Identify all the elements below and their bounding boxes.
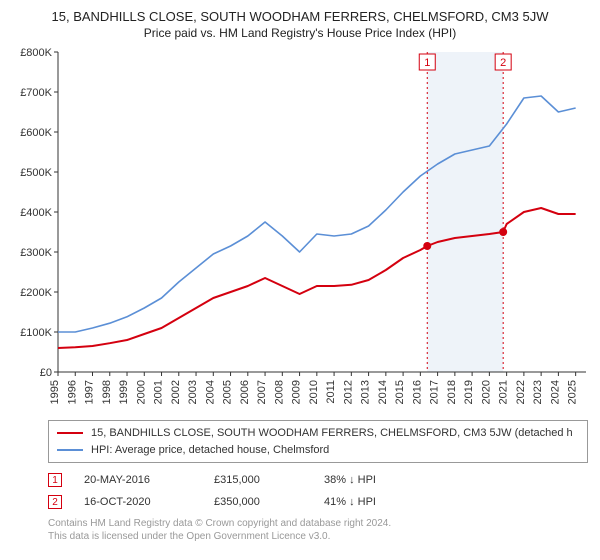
svg-text:2021: 2021 (498, 380, 510, 404)
svg-text:2008: 2008 (273, 380, 285, 404)
svg-text:£200K: £200K (20, 287, 52, 299)
svg-text:1999: 1999 (118, 380, 130, 404)
svg-text:£500K: £500K (20, 167, 52, 179)
event-table: 1 20-MAY-2016 £315,000 38% ↓ HPI 2 16-OC… (48, 469, 590, 513)
svg-text:2002: 2002 (170, 380, 182, 404)
event-marker-2: 2 (48, 495, 62, 509)
legend-swatch-hpi (57, 449, 83, 451)
svg-text:2018: 2018 (446, 380, 458, 404)
svg-text:2022: 2022 (515, 380, 527, 404)
event-price-2: £350,000 (214, 496, 324, 508)
svg-text:2000: 2000 (135, 380, 147, 404)
price-chart: £0 £100K £200K £300K £400K £500K £600K £700K £80… (10, 46, 590, 416)
legend-swatch-property (57, 432, 83, 434)
svg-text:2017: 2017 (429, 380, 441, 404)
svg-text:2015: 2015 (394, 380, 406, 404)
footer-line-1: Contains HM Land Registry data © Crown c… (48, 517, 590, 530)
svg-text:2005: 2005 (222, 380, 234, 404)
svg-text:2012: 2012 (342, 380, 354, 404)
svg-text:1995: 1995 (49, 380, 61, 404)
svg-text:2001: 2001 (153, 380, 165, 404)
event-date-2: 16-OCT-2020 (84, 496, 214, 508)
svg-text:2003: 2003 (187, 380, 199, 404)
svg-text:2006: 2006 (239, 380, 251, 404)
svg-text:2013: 2013 (360, 380, 372, 404)
svg-text:£300K: £300K (20, 247, 52, 259)
svg-text:2004: 2004 (204, 380, 216, 404)
svg-text:2016: 2016 (411, 380, 423, 404)
svg-text:£100K: £100K (20, 327, 52, 339)
svg-text:2: 2 (500, 57, 506, 69)
svg-text:2020: 2020 (480, 380, 492, 404)
svg-text:2024: 2024 (549, 380, 561, 404)
page-title: 15, BANDHILLS CLOSE, SOUTH WOODHAM FERRE… (10, 8, 590, 26)
svg-text:£600K: £600K (20, 127, 52, 139)
legend-row-property: 15, BANDHILLS CLOSE, SOUTH WOODHAM FERRE… (57, 425, 579, 442)
event-row-1: 1 20-MAY-2016 £315,000 38% ↓ HPI (48, 469, 590, 491)
svg-text:1997: 1997 (84, 380, 96, 404)
event-pct-2: 41% ↓ HPI (324, 496, 434, 508)
event-pct-1: 38% ↓ HPI (324, 474, 434, 486)
svg-text:£400K: £400K (20, 207, 52, 219)
svg-text:2010: 2010 (308, 380, 320, 404)
svg-text:1: 1 (424, 57, 430, 69)
svg-text:2025: 2025 (567, 380, 579, 404)
svg-text:£0: £0 (40, 367, 52, 379)
svg-text:2019: 2019 (463, 380, 475, 404)
legend-label-property: 15, BANDHILLS CLOSE, SOUTH WOODHAM FERRE… (91, 425, 573, 442)
footer-attribution: Contains HM Land Registry data © Crown c… (48, 517, 590, 543)
event-date-1: 20-MAY-2016 (84, 474, 214, 486)
svg-text:2023: 2023 (532, 380, 544, 404)
legend-label-hpi: HPI: Average price, detached house, Chel… (91, 442, 329, 459)
svg-text:1996: 1996 (66, 380, 78, 404)
footer-line-2: This data is licensed under the Open Gov… (48, 530, 590, 543)
svg-text:1998: 1998 (101, 380, 113, 404)
svg-text:£700K: £700K (20, 87, 52, 99)
chart-legend: 15, BANDHILLS CLOSE, SOUTH WOODHAM FERRE… (48, 420, 588, 463)
svg-text:2009: 2009 (291, 380, 303, 404)
svg-text:2007: 2007 (256, 380, 268, 404)
svg-text:2014: 2014 (377, 380, 389, 404)
page-subtitle: Price paid vs. HM Land Registry's House … (10, 26, 590, 40)
event-row-2: 2 16-OCT-2020 £350,000 41% ↓ HPI (48, 491, 590, 513)
event-price-1: £315,000 (214, 474, 324, 486)
legend-row-hpi: HPI: Average price, detached house, Chel… (57, 442, 579, 459)
svg-text:£800K: £800K (20, 47, 52, 59)
event-marker-1: 1 (48, 473, 62, 487)
svg-text:2011: 2011 (325, 380, 337, 404)
